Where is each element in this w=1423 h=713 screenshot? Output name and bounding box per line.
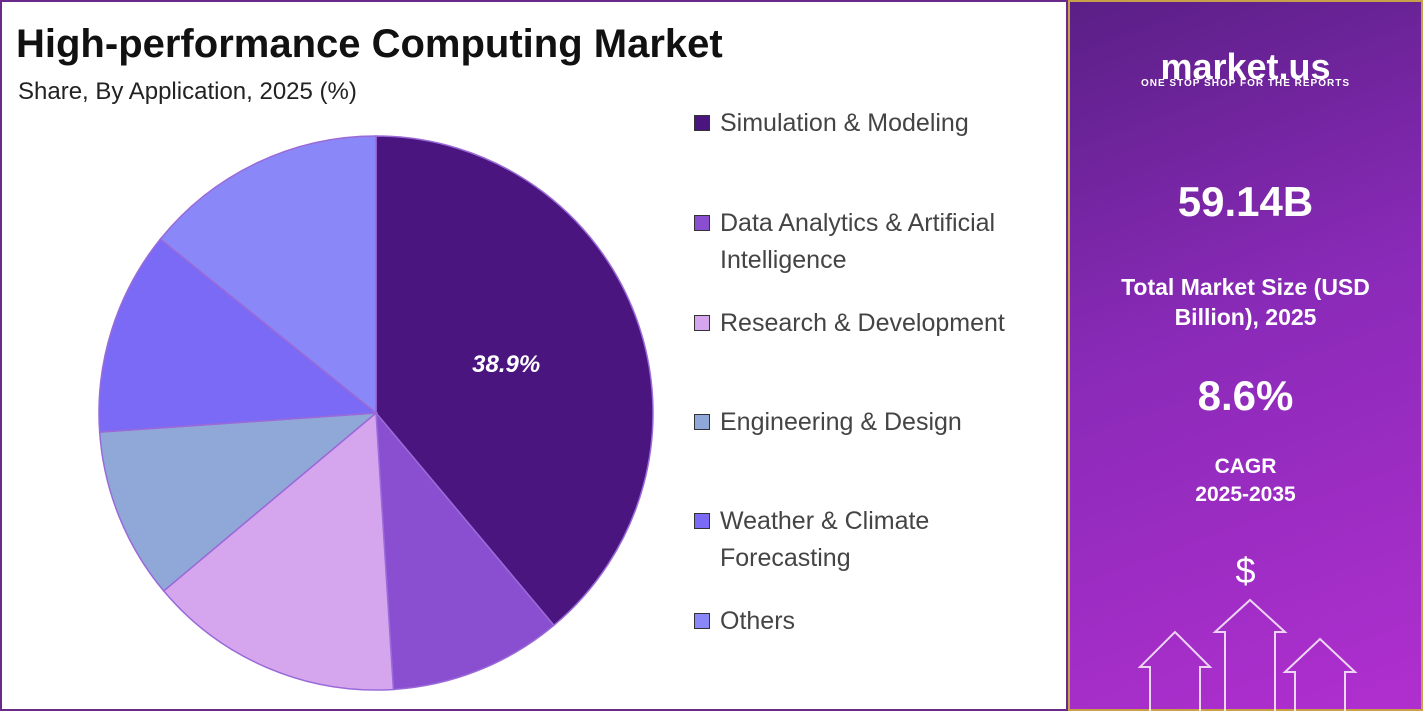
- market-size-label: Total Market Size (USD Billion), 2025: [1121, 274, 1370, 330]
- legend-item: Weather & Climate Forecasting: [694, 503, 1034, 577]
- chart-panel: High-performance Computing Market Share,…: [0, 0, 1068, 711]
- market-size: 59.14B: [1177, 178, 1314, 225]
- legend-label: Data Analytics & Artificial Intelligence: [720, 209, 996, 274]
- legend-label: Others: [720, 607, 796, 635]
- data-label: 38.9%: [472, 351, 540, 378]
- legend-swatch: [694, 315, 710, 331]
- tagline: ONE STOP SHOP FOR THE REPORTS: [1140, 78, 1351, 89]
- legend-label: Weather & Climate Forecasting: [720, 507, 930, 572]
- legend-item: Simulation & Modeling: [694, 105, 1034, 142]
- legend-swatch: [694, 115, 710, 131]
- pie-slice: [375, 135, 654, 627]
- cagr-label: CAGR: [1214, 455, 1277, 478]
- legend-swatch: [694, 414, 710, 430]
- legend-item: Research & Development: [694, 305, 1034, 342]
- legend-swatch: [694, 215, 710, 231]
- legend-label: Engineering & Design: [720, 408, 962, 436]
- legend-label: Research & Development: [720, 309, 1005, 337]
- legend-item: Engineering & Design: [694, 404, 1034, 441]
- pie-slice: [375, 410, 555, 691]
- legend-label: Simulation & Modeling: [720, 109, 969, 137]
- pie-slice: [98, 412, 379, 592]
- pie-slice: [159, 135, 377, 415]
- pie-slice: [98, 238, 378, 433]
- chart-subtitle: Share, By Application, 2025 (%): [18, 78, 357, 105]
- dollar-icon: $: [1235, 550, 1256, 591]
- cagr: 8.6%: [1197, 372, 1294, 419]
- chart-title: High-performance Computing Market: [16, 22, 723, 66]
- legend-item: Data Analytics & Artificial Intelligence: [694, 205, 1034, 279]
- legend-swatch: [694, 513, 710, 529]
- legend-item: Others: [694, 603, 1034, 640]
- pie-chart: 38.9%: [98, 135, 654, 691]
- legend-swatch: [694, 613, 710, 629]
- cagr-period: 2025-2035: [1195, 483, 1296, 506]
- sidebar: market.us ONE STOP SHOP FOR THE REPORTS …: [1068, 0, 1423, 713]
- brand: market.us: [1160, 46, 1331, 87]
- pie-slice: [162, 411, 395, 691]
- arrows: [1137, 598, 1358, 713]
